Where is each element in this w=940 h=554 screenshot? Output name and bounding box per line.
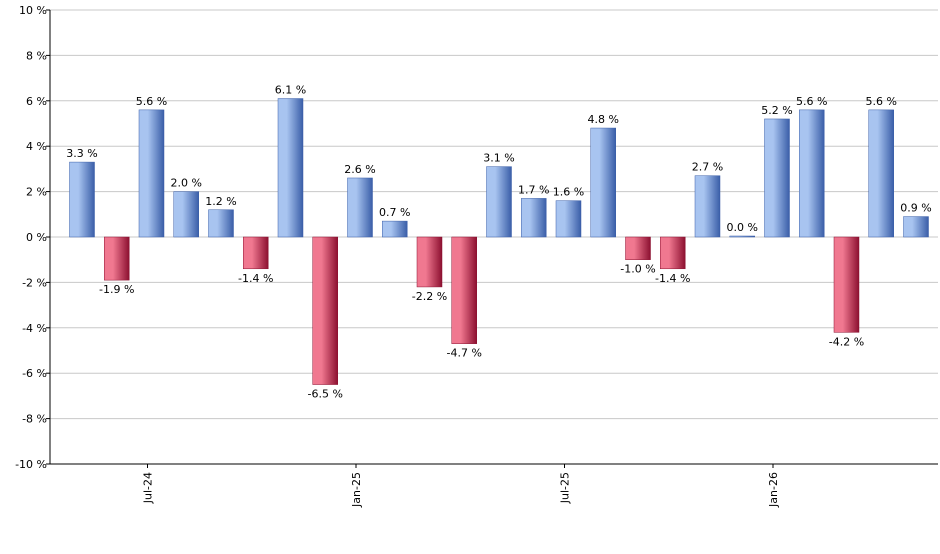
bar	[903, 216, 929, 238]
bar	[764, 118, 790, 238]
bar	[104, 236, 130, 281]
bar	[69, 161, 95, 238]
data-label: 1.6 %	[553, 186, 584, 199]
bar	[868, 109, 894, 238]
bar	[243, 236, 269, 270]
bar	[208, 209, 234, 238]
bar	[521, 198, 547, 238]
y-tick-label: -10 %	[15, 458, 47, 471]
data-label: 2.6 %	[344, 163, 375, 176]
axes: -10 % -8 % -6 % -4 % -2 % 0 % 2 % 4 % 6 % 8 % 10 %…	[15, 4, 938, 508]
bar	[347, 177, 373, 238]
data-label: 2.7 %	[692, 161, 723, 174]
bar	[486, 166, 512, 238]
y-tick-label: 0 %	[26, 231, 47, 244]
data-label: -2.2 %	[412, 290, 447, 303]
data-label: 5.6 %	[866, 95, 897, 108]
bar	[625, 236, 651, 260]
data-label: 0.9 %	[900, 202, 931, 215]
y-tick-label: 10 %	[19, 4, 47, 17]
y-tick-label: -2 %	[22, 276, 47, 289]
y-tick-label: 8 %	[26, 49, 47, 62]
bar	[590, 127, 616, 238]
bar	[660, 236, 686, 270]
y-tick-label: 4 %	[26, 140, 47, 153]
data-label: -1.4 %	[655, 272, 690, 285]
x-tick-label: Jan-25	[350, 472, 363, 508]
data-label: -4.2 %	[829, 335, 864, 348]
bar	[451, 236, 477, 344]
bars	[69, 98, 929, 385]
bar	[312, 236, 338, 385]
bar	[799, 109, 825, 238]
bar	[277, 98, 304, 238]
data-label: 3.3 %	[66, 147, 97, 160]
data-label: 1.7 %	[518, 183, 549, 196]
bar	[555, 200, 582, 238]
bar	[138, 109, 165, 238]
x-tick-label: Jul-25	[559, 472, 572, 504]
data-label: 5.6 %	[136, 95, 167, 108]
data-label: 3.1 %	[483, 152, 514, 165]
data-label: 1.2 %	[205, 195, 236, 208]
data-label: -4.7 %	[447, 347, 482, 360]
y-tick-label: -4 %	[22, 322, 47, 335]
data-label: 2.0 %	[171, 177, 202, 190]
data-label: -1.9 %	[99, 283, 134, 296]
y-tick-label: -8 %	[22, 413, 47, 426]
y-tick-label: -6 %	[22, 367, 47, 380]
data-label: 0.0 %	[727, 221, 758, 234]
data-label: 0.7 %	[379, 206, 410, 219]
data-label: 6.1 %	[275, 84, 306, 97]
y-tick-label: 2 %	[26, 186, 47, 199]
value-labels: 3.3 % -1.9 % 5.6 % 2.0 %1.2 % -1.4 % 6.1 % -6.…	[66, 84, 931, 401]
bar	[729, 235, 755, 238]
x-tick-label: Jan-26	[767, 472, 780, 508]
bar	[694, 175, 721, 238]
data-label: 5.2 %	[761, 104, 792, 117]
bar	[416, 236, 443, 288]
bar	[173, 191, 199, 238]
bar	[382, 220, 408, 238]
data-label: -1.0 %	[620, 263, 655, 276]
y-tick-label: 6 %	[26, 95, 47, 108]
data-label: -1.4 %	[238, 272, 273, 285]
data-label: -6.5 %	[308, 388, 343, 401]
bar	[833, 236, 860, 333]
data-label: 5.6 %	[796, 95, 827, 108]
x-tick-label: Jul-24	[142, 472, 155, 504]
data-label: 4.8 %	[588, 113, 619, 126]
